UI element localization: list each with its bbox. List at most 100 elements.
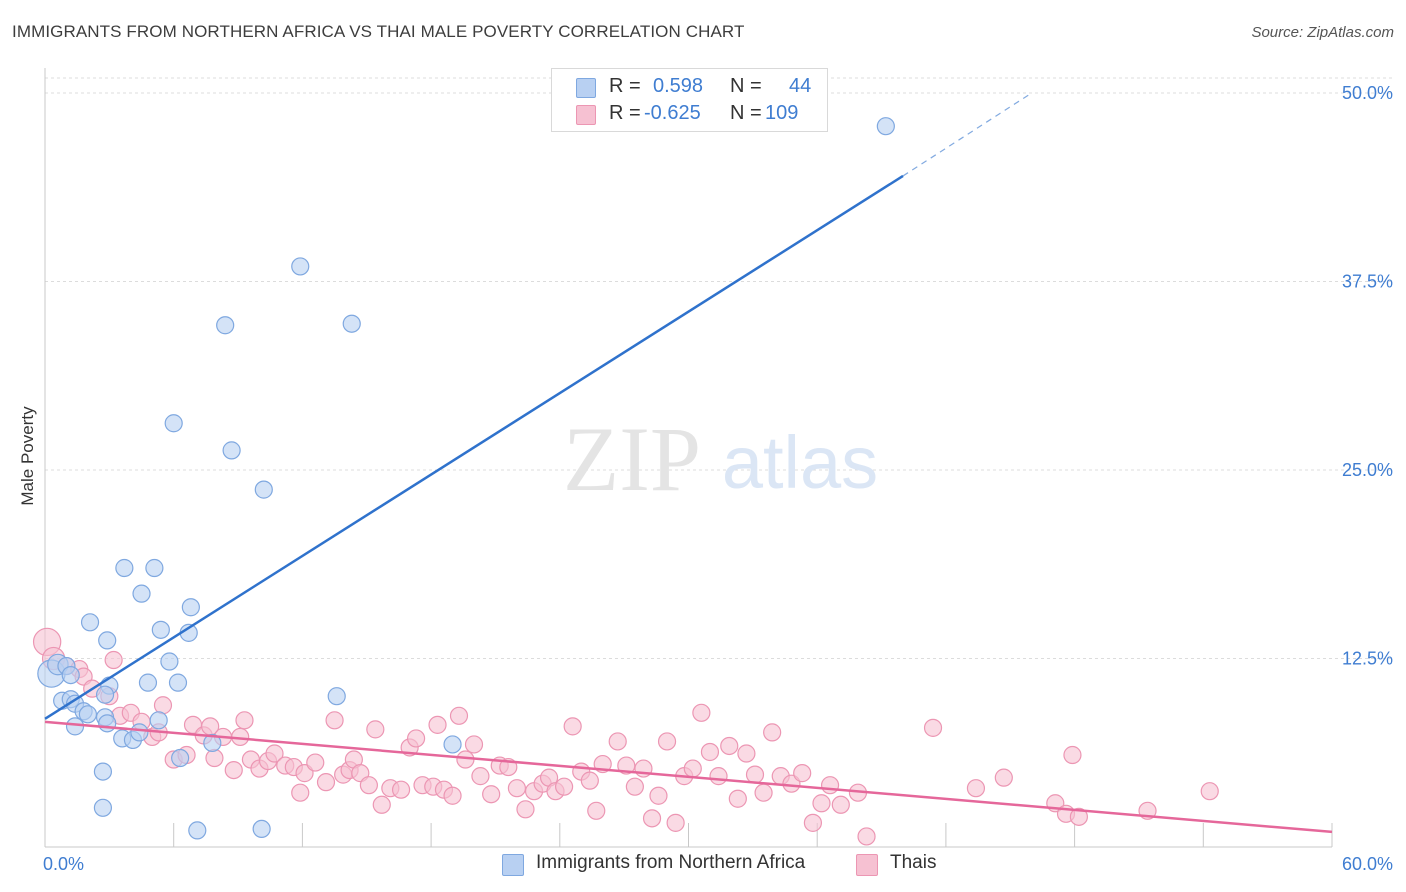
immigrants-point — [145, 558, 164, 578]
thais-point — [316, 773, 336, 792]
thais-point — [464, 735, 484, 754]
immigrants-point — [188, 821, 207, 840]
thais-point — [372, 795, 391, 814]
immigrants-point — [443, 735, 462, 754]
immigrants-point — [222, 441, 241, 460]
immigrants-point — [160, 652, 179, 671]
thais-point — [587, 801, 606, 820]
immigrants-point — [876, 117, 895, 136]
immigrants-point — [171, 748, 190, 768]
source-label: Source: ZipAtlas.com — [1251, 24, 1394, 41]
thais-point — [265, 744, 284, 763]
thais-point — [966, 779, 986, 798]
thais-point — [291, 783, 310, 802]
y-tick-label: 37.5% — [1342, 272, 1393, 292]
thais-point — [754, 783, 773, 802]
immigrants-point — [149, 711, 168, 730]
thais-point — [820, 776, 840, 795]
immigrants-point — [132, 584, 151, 603]
thais-point — [428, 715, 447, 734]
immigrants-point — [95, 685, 115, 704]
thais-point — [449, 706, 469, 725]
immigrants-point — [80, 613, 100, 632]
thais-point — [391, 780, 411, 799]
immigrants-point — [203, 733, 222, 753]
watermark: ZIP atlas — [563, 408, 878, 510]
legend-r-label: R = — [609, 75, 641, 97]
legend-r-label: R = — [609, 102, 641, 124]
thais-point — [205, 748, 224, 768]
legend-n-value: 44 — [789, 75, 812, 97]
thais-point — [803, 813, 823, 832]
thais-point — [224, 760, 243, 780]
thais-point — [649, 786, 668, 805]
immigrants-point — [151, 620, 170, 639]
immigrants-point — [342, 314, 361, 333]
thais-point — [763, 723, 782, 742]
thais-point — [104, 650, 123, 670]
thais-point — [443, 786, 462, 805]
watermark-atlas: atlas — [722, 421, 878, 504]
thais-point — [709, 767, 728, 786]
thais-point — [700, 742, 720, 762]
immigrants-point — [164, 414, 183, 433]
immigrants-point — [291, 257, 310, 276]
y-tick-label: 12.5% — [1342, 649, 1393, 669]
trend-lines — [44, 92, 1333, 834]
immigrants-point — [115, 558, 134, 578]
thais-point — [153, 696, 173, 715]
immigrants-point — [98, 631, 117, 650]
thais-point — [923, 718, 943, 737]
thais-point — [563, 717, 582, 736]
thais-points — [32, 627, 1219, 846]
thais-point — [666, 813, 685, 832]
thais-point — [857, 827, 876, 846]
legend-r-value: -0.625 — [644, 102, 701, 124]
y-tick-label: 25.0% — [1342, 460, 1393, 480]
thais-point — [366, 720, 385, 739]
immigrants-point — [65, 717, 85, 736]
thais-point — [692, 703, 711, 722]
thais-point — [812, 794, 831, 813]
thais-point — [554, 777, 574, 796]
thais-point — [1200, 782, 1219, 801]
immigrants-point — [216, 316, 235, 335]
thais-point — [482, 785, 501, 804]
legend-n-label: N = — [730, 75, 762, 97]
thais-point — [471, 767, 490, 786]
legend-n-value: 109 — [765, 102, 799, 124]
thais-point — [720, 736, 739, 756]
legend-swatch-blue — [576, 78, 596, 98]
immigrants-point — [168, 673, 188, 692]
thais-point — [516, 800, 535, 819]
thais-point — [994, 768, 1013, 787]
immigrants-point — [130, 723, 149, 742]
thais-point — [625, 777, 644, 796]
bottom-legend-label: Immigrants from Northern Africa — [536, 852, 806, 873]
thais-point — [657, 732, 677, 751]
legend-row-thais: R = -0.625 N = 109 — [552, 102, 827, 126]
thais-point — [507, 779, 527, 798]
immigrants-point — [254, 480, 273, 499]
immigrants-point — [93, 798, 113, 817]
immigrants-trend-line — [44, 174, 904, 720]
thais-point — [359, 776, 378, 795]
thais-point — [728, 789, 747, 808]
grid-layer — [45, 77, 1395, 659]
immigrants-point — [181, 598, 200, 617]
thais-point — [325, 711, 344, 730]
thais-point — [1063, 745, 1082, 765]
bottom-legend-swatch-pink — [856, 854, 878, 876]
legend-n-label: N = — [730, 102, 762, 124]
immigrants-point — [138, 673, 158, 692]
immigrants-point — [78, 705, 98, 724]
thais-point — [306, 753, 325, 772]
tick-labels: 12.5% 25.0% 37.5% 50.0% 0.0% 60.0% — [43, 83, 1393, 874]
thais-point — [617, 756, 636, 775]
chart-title: IMMIGRANTS FROM NORTHERN AFRICA VS THAI … — [12, 22, 745, 41]
axis-layer — [44, 68, 1333, 848]
thais-point — [793, 764, 812, 783]
correlation-legend: R = 0.598 N = 44 R = -0.625 N = 109 — [551, 68, 828, 132]
thais-point — [745, 765, 765, 784]
